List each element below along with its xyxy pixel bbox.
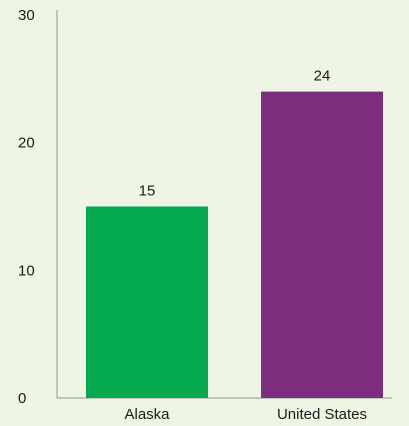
data-label: 24 [314, 68, 331, 85]
x-category-label: United States [277, 406, 367, 423]
y-tick-label: 20 [18, 135, 35, 152]
bar-alaska [86, 206, 208, 398]
y-tick-label: 10 [18, 262, 35, 279]
bar-united-states [261, 91, 383, 398]
x-category-label: Alaska [124, 406, 170, 423]
y-tick-label: 30 [18, 7, 35, 24]
data-label: 15 [139, 183, 156, 200]
y-tick-label: 0 [18, 390, 26, 407]
